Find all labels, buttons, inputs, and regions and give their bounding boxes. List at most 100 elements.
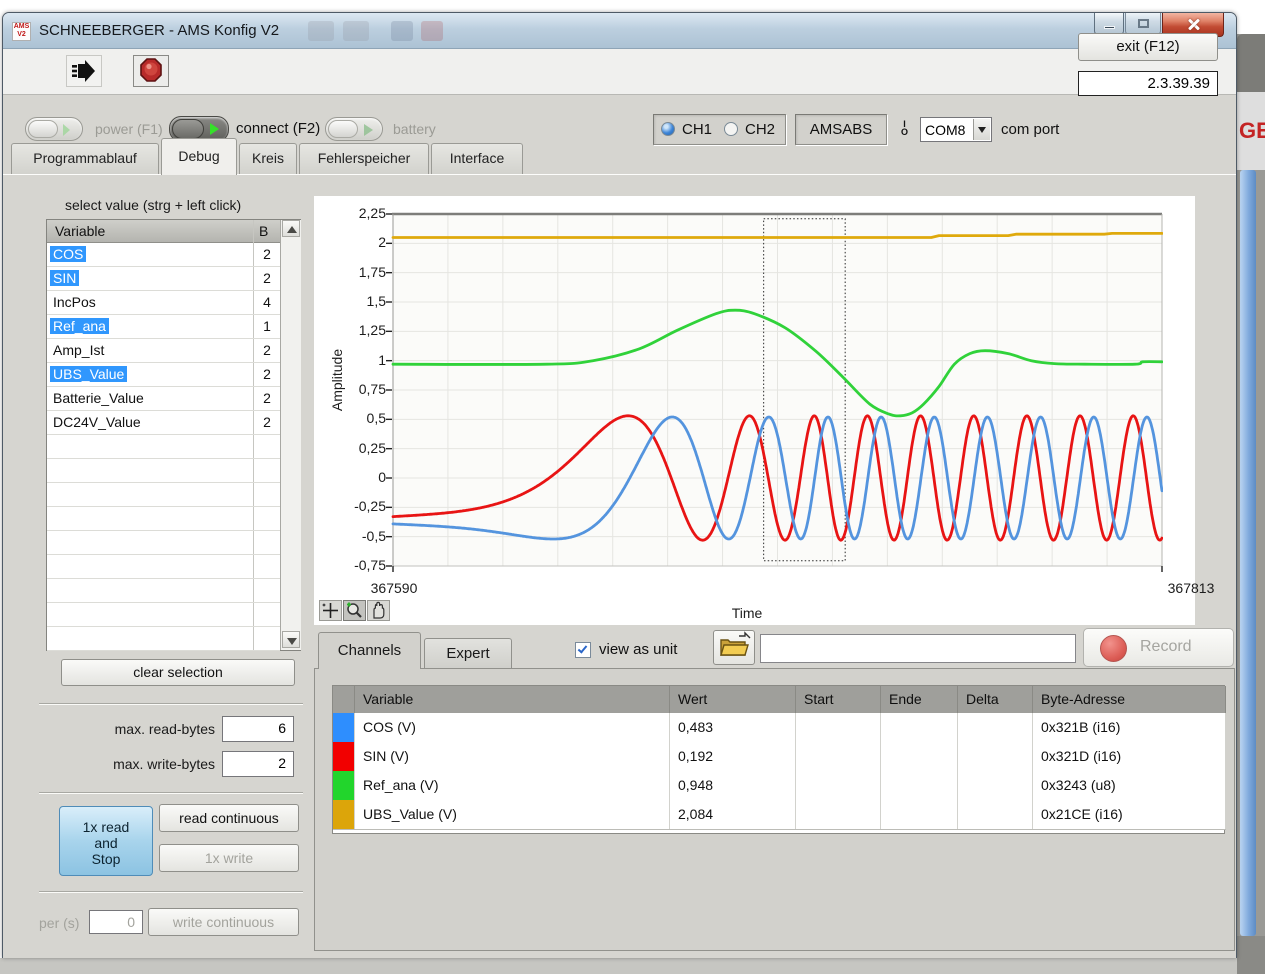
variable-table[interactable]: Variable B COS2SIN2IncPos4Ref_ana1Amp_Is… <box>46 219 301 651</box>
maximize-button[interactable] <box>1125 13 1161 35</box>
variable-name[interactable]: DC24V_Value <box>53 414 141 430</box>
variable-row[interactable] <box>47 435 280 459</box>
variable-row[interactable]: IncPos4 <box>47 291 280 315</box>
variable-name-selected[interactable]: COS <box>50 246 86 262</box>
channel-byte_adresse[interactable]: 0x3243 (u8) <box>1033 771 1226 800</box>
read-once-stop-button[interactable]: 1x read and Stop <box>59 806 153 876</box>
record-button[interactable]: Record <box>1083 628 1234 667</box>
channel-wert[interactable]: 0,192 <box>670 742 796 771</box>
tab-interface[interactable]: Interface <box>431 143 523 174</box>
max-read-bytes-field[interactable]: 6 <box>222 716 294 742</box>
tab-channels[interactable]: Channels <box>318 632 421 669</box>
com-port-dropdown-button[interactable] <box>973 119 990 140</box>
channel-byte_adresse[interactable]: 0x21CE (i16) <box>1033 800 1226 829</box>
variable-name[interactable]: IncPos <box>53 294 96 310</box>
channel-wert[interactable]: 2,084 <box>670 800 796 829</box>
variable-name[interactable]: Amp_Ist <box>53 342 104 358</box>
clear-selection-button[interactable]: clear selection <box>61 659 295 686</box>
variable-name-selected[interactable]: SIN <box>50 270 79 286</box>
column-header: Start <box>796 686 881 713</box>
channels-table[interactable]: VariableWertStartEndeDeltaByte-AdresseCO… <box>332 685 1225 834</box>
variable-row[interactable]: SIN 2 <box>47 267 280 291</box>
run-button[interactable] <box>66 55 102 87</box>
cursor-tool-button[interactable] <box>319 600 342 621</box>
tab-debug[interactable]: Debug <box>161 138 237 175</box>
y-tick-label: 2 <box>314 234 386 250</box>
channel-wert[interactable]: 0,483 <box>670 713 796 742</box>
channel-start[interactable] <box>796 713 881 742</box>
channel-delta[interactable] <box>958 742 1033 771</box>
variable-row[interactable] <box>47 483 280 507</box>
variable-row[interactable] <box>47 603 280 627</box>
exit-button[interactable]: exit (F12) <box>1078 33 1218 61</box>
channel-start[interactable] <box>796 742 881 771</box>
variable-row[interactable]: Amp_Ist2 <box>47 339 280 363</box>
open-file-button[interactable] <box>713 630 755 665</box>
channel-byte_adresse[interactable]: 0x321D (i16) <box>1033 742 1226 771</box>
folder-icon <box>715 631 753 662</box>
minimize-button[interactable] <box>1094 13 1124 35</box>
zoom-tool-button[interactable] <box>343 600 366 621</box>
scroll-up-button[interactable] <box>282 220 300 237</box>
scroll-down-button[interactable] <box>282 631 300 648</box>
variable-name-selected[interactable]: UBS_Value <box>50 366 127 382</box>
channel-delta[interactable] <box>958 771 1033 800</box>
variable-table-header[interactable]: Variable B <box>47 220 280 243</box>
channel-wert[interactable]: 0,948 <box>670 771 796 800</box>
abort-button[interactable] <box>133 55 169 87</box>
variable-row[interactable]: Batterie_Value2 <box>47 387 280 411</box>
channel-byte_adresse[interactable]: 0x321B (i16) <box>1033 713 1226 742</box>
channel-delta[interactable] <box>958 800 1033 829</box>
maximize-icon <box>1138 19 1149 28</box>
com-port-dropdown[interactable]: COM8 <box>920 117 992 142</box>
channel-start[interactable] <box>796 800 881 829</box>
channel-variable[interactable]: UBS_Value (V) <box>355 800 670 829</box>
tab-programmablauf[interactable]: Programmablauf <box>11 143 159 174</box>
variable-row[interactable] <box>47 459 280 483</box>
channel-start[interactable] <box>796 771 881 800</box>
variable-row[interactable] <box>47 627 280 651</box>
variable-row[interactable] <box>47 555 280 579</box>
tab-kreis[interactable]: Kreis <box>239 143 297 174</box>
channel-ende[interactable] <box>881 713 958 742</box>
pan-tool-button[interactable] <box>367 600 390 621</box>
y-tick-label: 0,5 <box>314 410 386 426</box>
variable-row[interactable] <box>47 507 280 531</box>
write-continuous-button[interactable]: write continuous <box>148 908 299 936</box>
variable-bytes: 2 <box>254 270 280 286</box>
variable-name-selected[interactable]: Ref_ana <box>50 318 109 334</box>
channel-ende[interactable] <box>881 742 958 771</box>
power-toggle[interactable] <box>25 117 83 141</box>
ch1-radio[interactable] <box>661 122 675 136</box>
channel-variable[interactable]: SIN (V) <box>355 742 670 771</box>
variable-table-scrollbar[interactable] <box>280 220 301 650</box>
titlebar[interactable]: AMS V2 SCHNEEBERGER - AMS Konfig V2 <box>3 13 1236 49</box>
view-as-unit-checkbox[interactable] <box>575 642 591 658</box>
power-indicator-icon <box>63 124 70 136</box>
read-continuous-button[interactable]: read continuous <box>159 804 299 832</box>
channel-variable[interactable]: COS (V) <box>355 713 670 742</box>
variable-row[interactable] <box>47 579 280 603</box>
channel-delta[interactable] <box>958 713 1033 742</box>
per-seconds-field[interactable]: 0 <box>89 910 143 934</box>
plot-area[interactable] <box>385 212 1163 573</box>
write-once-button[interactable]: 1x write <box>159 844 299 872</box>
ch2-radio[interactable] <box>724 122 738 136</box>
max-write-bytes-field[interactable]: 2 <box>222 751 294 777</box>
channel-ende[interactable] <box>881 800 958 829</box>
channel-ende[interactable] <box>881 771 958 800</box>
tab-expert[interactable]: Expert <box>424 638 512 669</box>
variable-row[interactable]: Ref_ana1 <box>47 315 280 339</box>
variable-name[interactable]: Batterie_Value <box>53 390 144 406</box>
x-axis-label: Time <box>702 605 792 621</box>
variable-row[interactable]: UBS_Value2 <box>47 363 280 387</box>
variable-row[interactable]: DC24V_Value2 <box>47 411 280 435</box>
variable-column-header[interactable]: Variable <box>55 223 105 239</box>
bytes-column-header[interactable]: B <box>259 223 268 239</box>
variable-row[interactable]: COS2 <box>47 243 280 267</box>
tab-fehlerspeicher[interactable]: Fehlerspeicher <box>299 143 429 174</box>
channel-variable[interactable]: Ref_ana (V) <box>355 771 670 800</box>
variable-row[interactable] <box>47 531 280 555</box>
battery-toggle[interactable] <box>325 117 383 141</box>
file-path-field[interactable] <box>760 634 1076 663</box>
